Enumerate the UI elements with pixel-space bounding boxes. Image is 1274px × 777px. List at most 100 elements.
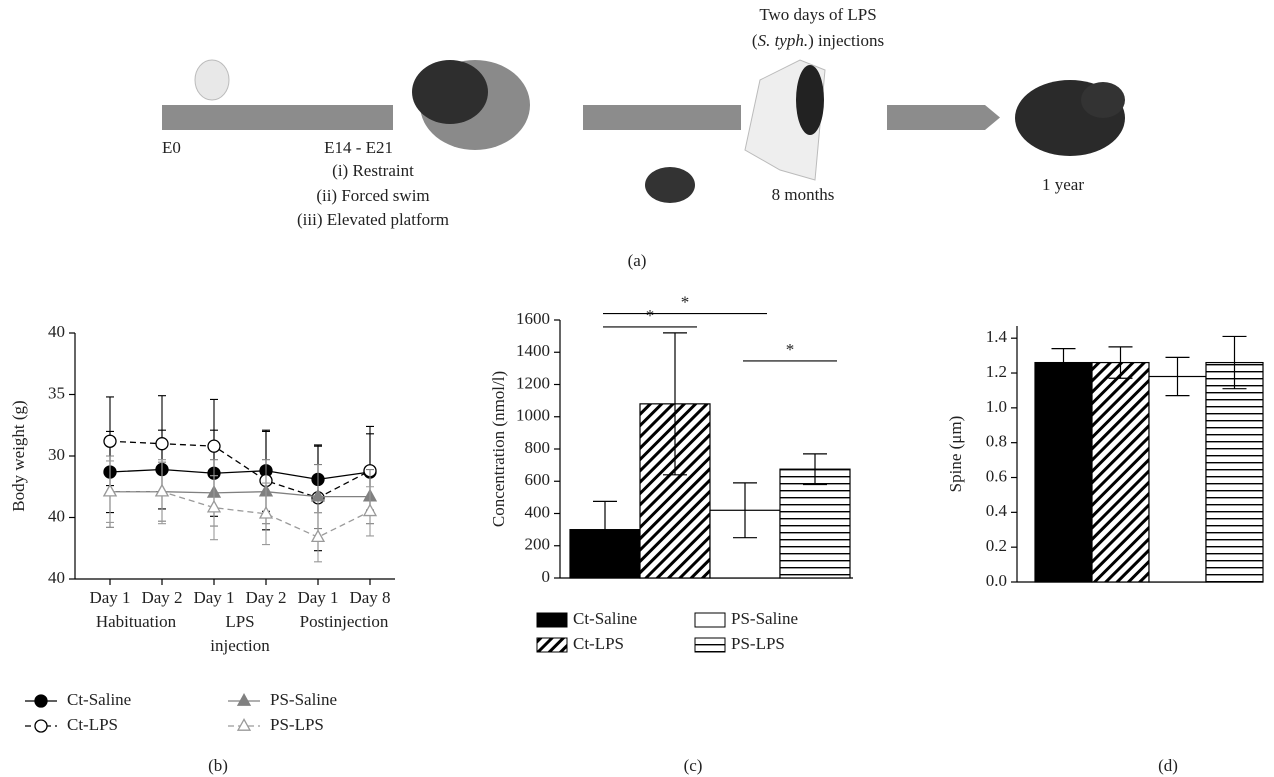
point [310,529,326,543]
paren: ( [752,31,758,50]
legend-swatch [694,612,726,628]
y-tick-label: 600 [525,470,551,489]
lps-subtitle: (S. typh.) injections [752,31,884,50]
stressor: (i) Restraint [332,161,414,180]
legend-marker [34,694,48,708]
y-tick-label: 40 [48,322,65,341]
point [102,483,118,497]
point [310,488,326,502]
y-tick-label: 1.0 [986,397,1007,416]
legend-label: Ct-Saline [67,690,131,709]
significance-label: * [681,292,690,311]
age-label: 8 months [772,185,835,204]
y-tick-label: 1000 [516,406,550,425]
legend-swatch [536,612,568,628]
series-line [110,491,370,498]
y-tick-label: 0.4 [986,501,1008,520]
y-tick-label: 40 [48,568,65,587]
legend-label: Ct-LPS [67,715,118,734]
x-tick-label: Day 2 [141,588,182,607]
bar [639,403,711,579]
legend-label: PS-LPS [270,715,324,734]
error-bar [1222,335,1247,390]
point [258,505,274,519]
error-bar [733,482,757,539]
legend-label: Ct-Saline [573,609,637,628]
y-axis-label: Body weight (g) [9,400,28,511]
legend-swatch [536,637,568,653]
y-tick-label: 40 [48,506,65,525]
caption: (c) [684,756,703,775]
legend-marker [236,718,252,731]
y-axis-label: Spine (μm) [946,416,965,493]
error-bar [1165,356,1190,397]
bar [1091,361,1150,583]
legend-marker [34,719,48,733]
y-tick-label: 0 [542,567,551,586]
y-tick-label: 200 [525,535,551,554]
y-tick-label: 1.2 [986,362,1007,381]
caption: (a) [628,251,647,270]
end-label: E14 - E21 [324,138,393,157]
point [155,437,169,451]
y-tick-label: 0.6 [986,466,1007,485]
x-tick-label: Day 1 [297,588,338,607]
legend-label: PS-Saline [270,690,337,709]
y-tick-label: 35 [48,383,65,402]
x-tick-label: Day 2 [245,588,286,607]
bar [779,468,851,579]
y-tick-label: 0.8 [986,432,1007,451]
x-tick-label: Day 1 [89,588,130,607]
y-axis-label: Concentration (nmol/l) [489,371,508,527]
injections: ) injections [808,31,884,50]
legend-label: Ct-LPS [573,634,624,653]
point [362,503,378,517]
start-label: E0 [162,138,181,157]
point [154,483,170,497]
y-tick-label: 1600 [516,309,550,328]
y-tick-label: 1200 [516,373,550,392]
error-bar [1051,348,1076,378]
x-tick-label: Day 8 [349,588,390,607]
legend-marker [236,693,252,706]
species: S. typh. [758,31,809,50]
y-tick-label: 0.2 [986,536,1007,555]
error-bar [1108,346,1133,379]
legend-swatch [694,637,726,653]
point [206,499,222,513]
error-bar [593,500,617,559]
group-label: LPS [225,612,254,631]
bar [1148,375,1207,583]
caption: (b) [208,756,228,775]
point [207,439,221,453]
significance-label: * [786,340,795,359]
bar [1034,361,1093,583]
group-label: Postinjection [300,612,389,631]
significance-label: * [646,306,655,325]
series-line [109,440,371,499]
error-bar [803,453,827,486]
bar [1205,361,1264,583]
group-label: injection [210,636,270,655]
legend-label: PS-Saline [731,609,798,628]
y-tick-label: 400 [525,502,551,521]
stressor: (iii) Elevated platform [297,210,449,229]
y-tick-label: 1.4 [986,327,1008,346]
series-line [110,491,371,538]
legend-label: PS-LPS [731,634,785,653]
timeline [162,59,1125,203]
age-label: 1 year [1042,175,1084,194]
y-tick-label: 800 [525,438,551,457]
error-bar [663,332,687,476]
caption: (d) [1158,756,1178,775]
point [103,434,117,448]
series-line [109,468,371,481]
lps-title: Two days of LPS [759,5,876,24]
group-label: Habituation [96,612,177,631]
y-tick-label: 1400 [516,341,550,360]
x-tick-label: Day 1 [193,588,234,607]
y-tick-label: 0.0 [986,571,1007,590]
y-tick-label: 30 [48,445,65,464]
stressor: (ii) Forced swim [316,186,429,205]
